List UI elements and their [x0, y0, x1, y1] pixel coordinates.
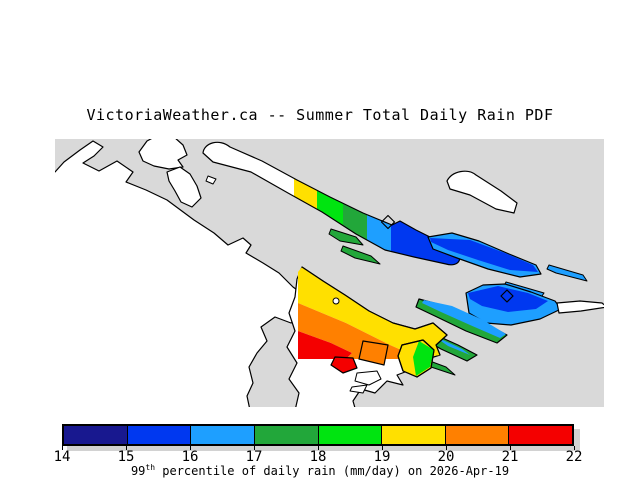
colorbar-tickmark: [254, 446, 255, 450]
colorbar-tick-label: 21: [501, 449, 519, 465]
colorbar-segment: [317, 426, 382, 444]
colorbar-tick-label: 14: [53, 449, 71, 465]
islet-lightblue-east: [546, 264, 588, 282]
vancouver-island-land: [55, 140, 319, 407]
colorbar-tick-label: 22: [565, 449, 583, 465]
colorbar-segment: [190, 426, 254, 444]
colorbar-tick-label: 15: [117, 449, 135, 465]
page-title: VictoriaWeather.ca -- Summer Total Daily…: [86, 106, 554, 124]
island-east-upper: [427, 232, 542, 278]
colorbar-segment: [64, 426, 127, 444]
islet-white-2: [349, 384, 368, 394]
colorbar-segment: [444, 426, 509, 444]
colorbar-tickmark: [190, 446, 191, 450]
islet-orange: [358, 340, 389, 366]
station-diamond-icon: [380, 214, 396, 230]
colorbar-ticks: 14 15 16 17 18 19 20 21 22: [54, 446, 582, 472]
colorbar-tick-label: 18: [309, 449, 327, 465]
islet-yellow-green: [397, 339, 435, 378]
colorbar-tickmark: [574, 446, 575, 450]
islet-green-1: [328, 228, 364, 246]
colorbar-tickmark: [382, 446, 383, 450]
colorbar-segments: [62, 424, 574, 446]
colorbar-tickmark: [510, 446, 511, 450]
island-east-lower: [465, 283, 604, 326]
colorbar-tickmark: [446, 446, 447, 450]
island-northwest-b: [166, 166, 202, 208]
colorbar-tick-label: 17: [245, 449, 263, 465]
colorbar-segment: [508, 426, 572, 444]
islet-green-2: [340, 245, 381, 265]
colorbar-segment: [126, 426, 191, 444]
colorbar-segment: [381, 426, 445, 444]
colorbar-tick-label: 16: [181, 449, 199, 465]
colorbar-caption: 99th percentile of daily rain (mm/day) o…: [130, 463, 510, 478]
islet-small: [205, 175, 217, 185]
colorbar-tick-label: 19: [373, 449, 391, 465]
colorbar-tickmark: [126, 446, 127, 450]
colorbar-tickmark: [318, 446, 319, 450]
islet-white-1: [354, 370, 382, 386]
rain-data-region-peninsula: [298, 266, 448, 359]
colorbar-tick-label: 20: [437, 449, 455, 465]
island-northeast-white: [446, 170, 518, 214]
station-diamond-icon: [500, 289, 514, 303]
islet-red: [330, 356, 358, 374]
colorbar-tickmark: [62, 446, 63, 450]
island-northwest-a: [138, 139, 188, 170]
colorbar-segment: [253, 426, 318, 444]
